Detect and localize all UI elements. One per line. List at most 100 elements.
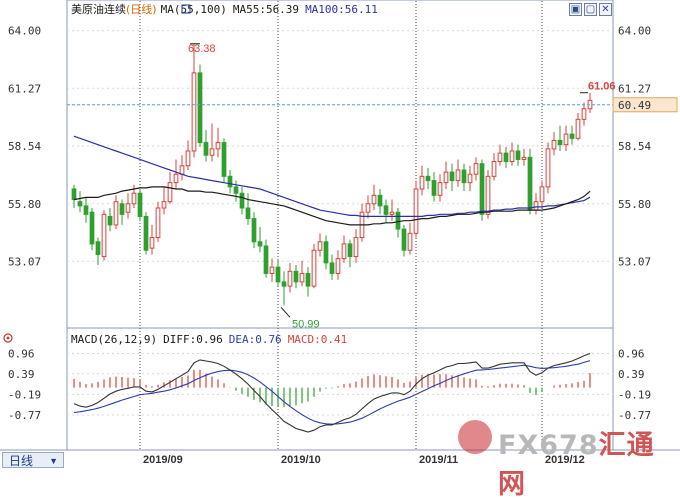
candle [203,129,209,162]
macd-diff-value: DIFF:0.96 [163,333,223,346]
candle-body [149,237,155,249]
candle-body [323,241,329,264]
date-tick-label: 2019/10 [281,454,321,466]
ma100-value: MA100:56.11 [305,3,378,16]
candle [515,144,521,166]
candle [371,184,377,211]
price-tick-left: 53.07 [8,255,41,268]
candle [353,229,359,263]
candle [89,208,95,251]
candle-body [155,207,161,239]
watermark: FX678汇通网 [458,420,668,500]
price-annotations: 60.49 63.38 50.99 61.06 [67,43,678,330]
window-maximize-button[interactable]: ▢ [584,3,597,16]
candle-body [497,152,503,163]
candle [263,239,269,278]
close-icon[interactable]: ✕ [599,3,612,16]
candle [95,237,101,265]
candle-body [281,281,287,287]
candle-body [467,173,473,184]
date-tick-label: 2019/11 [419,454,458,466]
candle-body [143,215,149,251]
candle-body [473,163,479,175]
period-selector[interactable]: 日线 ▼ [2,452,64,468]
candle [341,235,347,263]
ma55-value: MA55:56.39 [233,3,299,16]
candle-body [371,194,377,205]
fx678-logo-icon [458,420,492,454]
ma-params: MA(55,100) [161,3,227,16]
candle-body [209,148,215,156]
candle-body [257,241,263,247]
candle [563,125,569,151]
date-tick-label: 2019/12 [545,454,585,466]
candle-body [347,243,353,258]
date-tick-label: 2019/09 [143,454,183,466]
candle [539,180,545,208]
candle-body [551,139,557,150]
candle-body [539,186,545,203]
candle [209,123,215,162]
candle [449,163,455,192]
candle-body [95,241,101,255]
candle [407,222,413,255]
macd-tick-right: 0.39 [618,368,645,381]
candle-body [401,228,407,251]
candle [365,195,371,219]
candle [251,212,257,249]
candle-body [287,270,293,287]
candle [329,254,335,280]
candle-body [353,237,359,258]
macd-dea-value: DEA:0.76 [229,333,282,346]
price-tick-right: 55.80 [618,198,651,211]
candle-body [233,186,239,194]
candle [191,43,197,158]
candle [107,208,113,232]
candle [413,180,419,238]
candle-body [203,142,209,156]
price-tick-left: 64.00 [8,25,41,38]
candle-body [389,211,395,215]
moving-average-lines [73,135,591,226]
candle-body [269,266,275,274]
macd-params: MACD(26,12,9) [71,333,157,346]
macd-histogram [73,369,591,408]
candle-body [101,213,107,258]
macd-tick-left: -0.77 [8,409,41,422]
candle [557,125,563,151]
candle [497,144,503,166]
candle-body [215,142,221,150]
candle-body [527,156,533,211]
candle [431,172,437,202]
candle-body [263,245,269,274]
candle [239,186,245,215]
candle-body [221,142,227,177]
macd-tick-left: 0.96 [8,348,35,361]
candle [233,180,239,202]
candle-body [437,182,443,196]
candle-body [365,203,371,213]
candle-body [425,175,431,182]
candle-body [461,169,467,184]
window-restore-button[interactable]: ▣ [569,3,582,16]
high-label: 63.38 [188,43,216,55]
candle [473,157,479,181]
candle-body [329,262,335,274]
gear-icon[interactable] [3,333,13,343]
settings-square-icon[interactable] [181,4,191,14]
candle-body [581,108,587,120]
dea-line [73,360,591,425]
candle [71,184,77,208]
price-tick-left: 58.54 [8,140,41,153]
candle [425,167,431,189]
candle [377,189,383,215]
candle-body [431,180,437,196]
period-label[interactable]: (日线) [126,2,157,16]
candle-body [383,205,389,215]
candle [197,64,203,147]
candle [383,199,389,223]
candle [299,260,305,287]
price-tick-left: 61.27 [8,82,41,95]
candle [467,165,473,192]
candle [575,113,581,141]
